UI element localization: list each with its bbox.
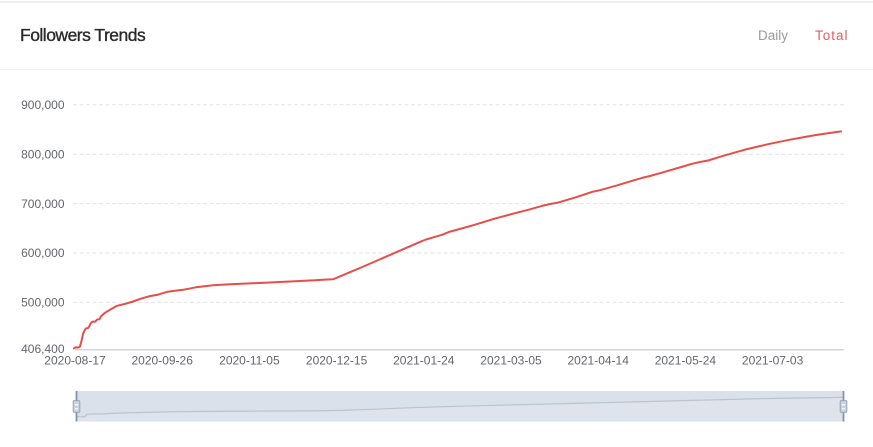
svg-text:900,000: 900,000 bbox=[21, 98, 65, 112]
svg-text:700,000: 700,000 bbox=[21, 197, 65, 211]
svg-text:2021-04-14: 2021-04-14 bbox=[568, 354, 630, 368]
svg-text:2021-05-24: 2021-05-24 bbox=[655, 354, 717, 368]
svg-text:800,000: 800,000 bbox=[21, 147, 65, 161]
svg-text:2021-03-05: 2021-03-05 bbox=[480, 354, 542, 368]
svg-text:500,000: 500,000 bbox=[21, 296, 65, 310]
svg-text:2020-12-15: 2020-12-15 bbox=[306, 354, 368, 368]
svg-text:2020-09-26: 2020-09-26 bbox=[132, 354, 194, 368]
svg-text:2020-11-05: 2020-11-05 bbox=[219, 354, 280, 368]
svg-text:2020-08-17: 2020-08-17 bbox=[44, 354, 106, 368]
svg-text:406,400: 406,400 bbox=[21, 342, 65, 356]
svg-text:600,000: 600,000 bbox=[21, 246, 65, 260]
svg-text:2021-01-24: 2021-01-24 bbox=[393, 354, 455, 368]
svg-text:2021-07-03: 2021-07-03 bbox=[742, 354, 804, 368]
